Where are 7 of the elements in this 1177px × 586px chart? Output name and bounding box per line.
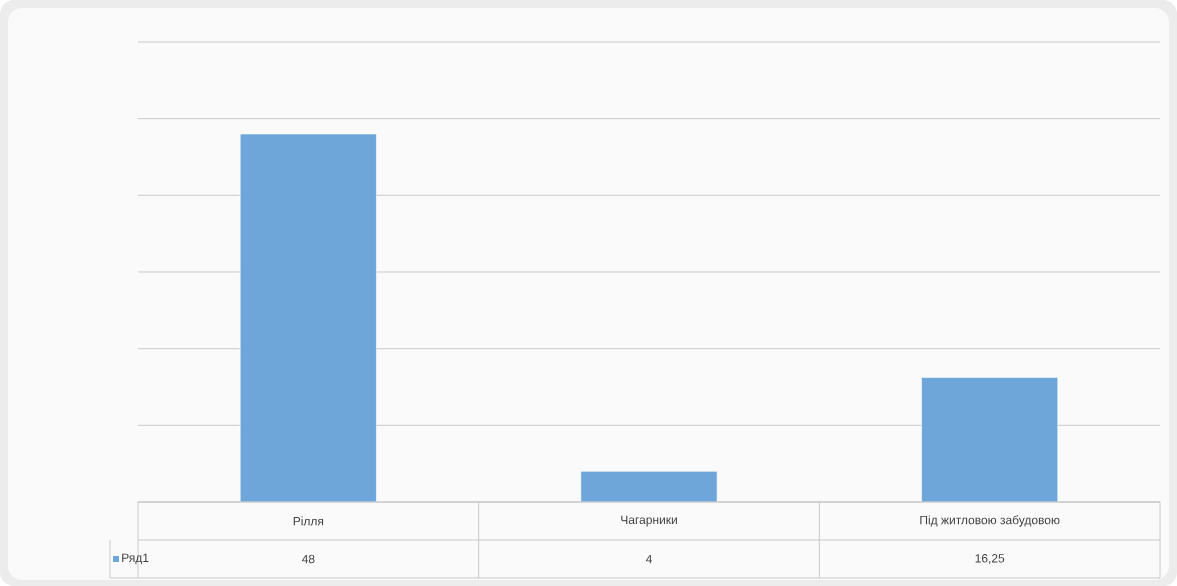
data-label: 48 xyxy=(301,554,315,564)
x-tick-label: Чагарники xyxy=(621,515,677,527)
x-tick-label: Рілля xyxy=(293,516,324,526)
data-label: 4 xyxy=(645,554,652,564)
legend-label: Ряд1 xyxy=(122,553,149,565)
x-tick-label: Під житловою забудовою xyxy=(920,515,1060,527)
data-label: 16,25 xyxy=(975,554,1005,564)
